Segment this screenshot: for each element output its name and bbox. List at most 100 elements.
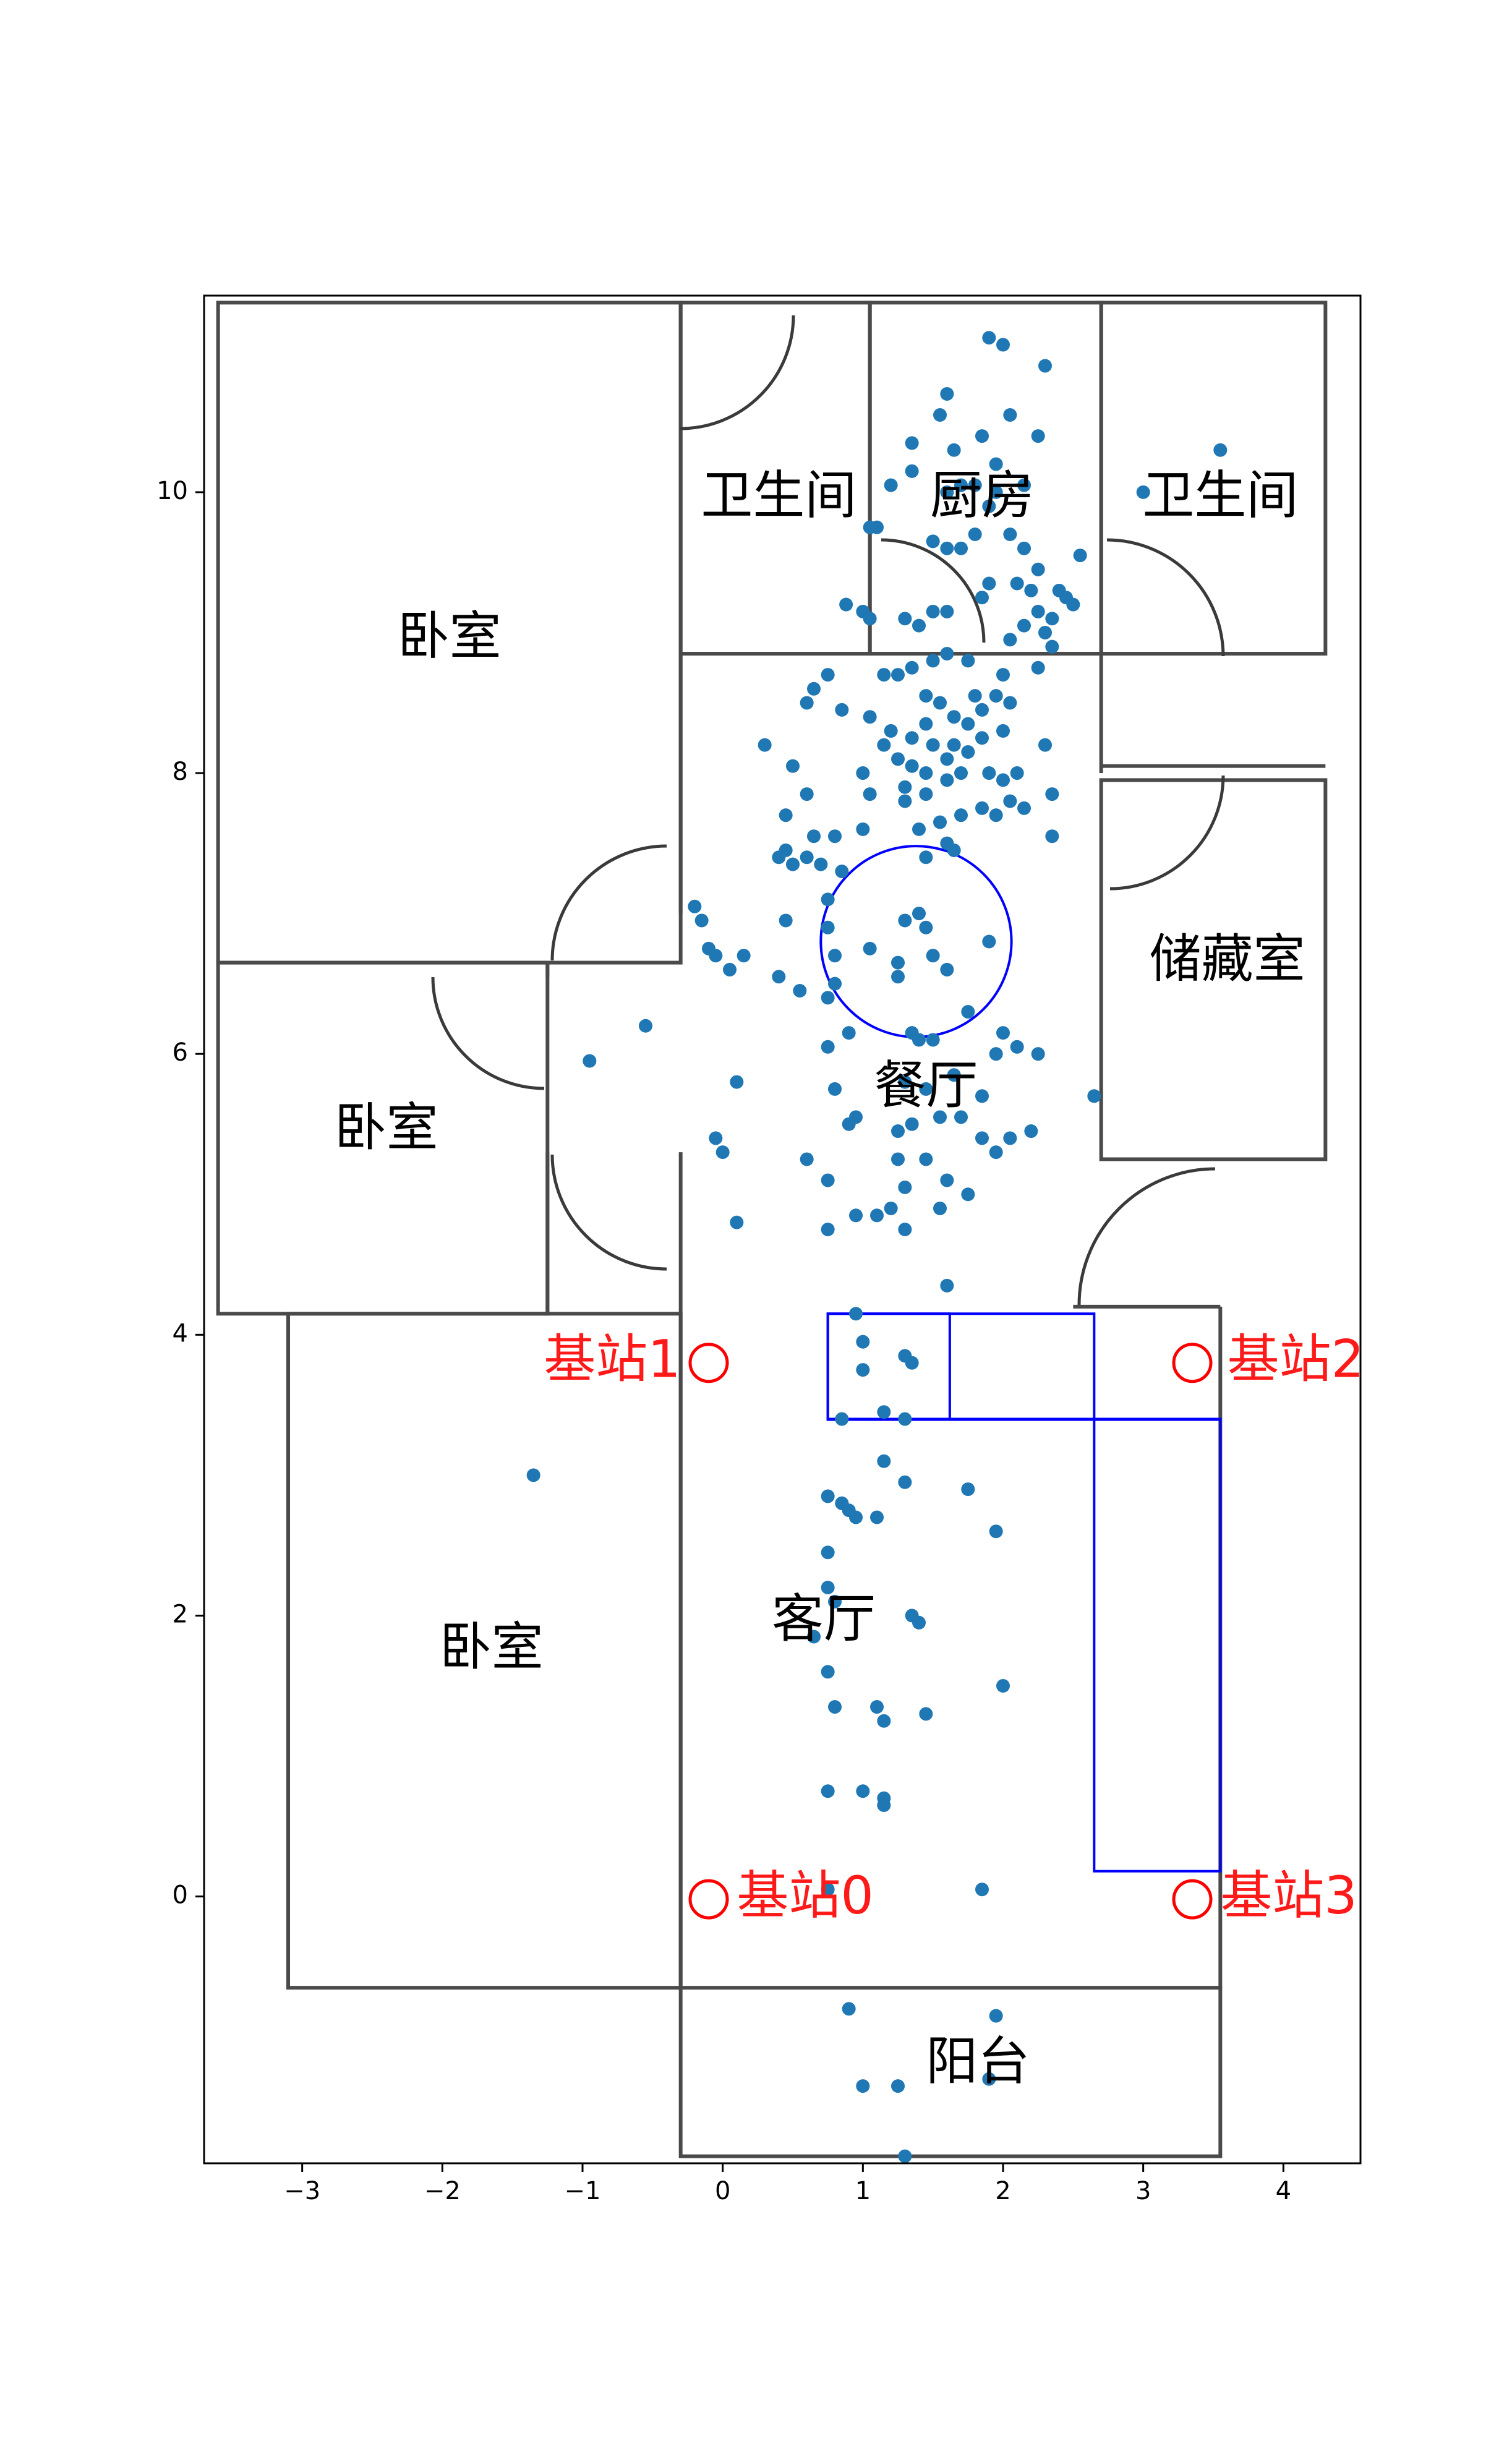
location-point [1073,549,1087,563]
location-point [989,2009,1003,2023]
location-point [694,913,709,928]
location-point [954,1110,968,1124]
location-point [688,899,702,913]
location-point [919,850,933,865]
y-tick-label: 0 [173,1881,188,1910]
location-point [1010,1040,1024,1054]
location-point [898,794,912,808]
location-point [870,1208,884,1223]
x-tick-label: 2 [995,2177,1010,2205]
location-point [863,941,877,955]
door-arc [550,844,667,961]
location-point [856,2079,870,2093]
location-point [905,436,919,450]
location-point [821,1545,835,1560]
room-label: 卧室 [335,1097,438,1158]
location-point [1087,1089,1101,1103]
location-point [954,808,968,823]
plot-frame [203,294,1362,2165]
location-point [898,1075,912,1089]
location-point [800,787,814,801]
wall-segment [1099,301,1328,656]
x-tick-label: 1 [855,2177,871,2205]
location-point [1003,696,1017,710]
location-point [905,731,919,745]
location-point [1045,612,1059,626]
location-point [989,1145,1003,1160]
location-point [1031,660,1045,675]
location-point [898,1223,912,1236]
location-point [877,1798,891,1812]
location-point [1045,639,1059,654]
location-point [926,604,940,618]
location-point [919,920,933,934]
location-point [975,1089,989,1103]
location-point [870,520,884,534]
location-point [884,1201,898,1215]
location-point [856,1335,870,1349]
location-point [870,1510,884,1524]
location-point [926,949,940,963]
location-point [709,1131,723,1145]
location-point [821,1581,835,1595]
location-point [786,857,800,871]
location-point [842,2002,856,2016]
location-point [982,499,996,513]
location-point [975,1883,989,1897]
location-point [1045,787,1059,801]
location-point [975,731,989,745]
location-point [891,1152,905,1166]
location-point [821,1784,835,1798]
location-point [1003,408,1017,422]
location-point [940,752,954,766]
location-point [737,949,751,963]
location-point [779,843,793,857]
location-point [1010,576,1024,591]
location-point [1017,541,1031,555]
location-point [1213,443,1228,457]
location-point [849,1307,863,1321]
location-point [877,1405,891,1419]
location-point [905,1117,919,1131]
y-tick-label: 8 [173,758,188,786]
location-point [877,668,891,682]
location-point [807,1630,821,1644]
door-arc [431,977,545,1090]
location-point [898,913,912,928]
location-point [779,808,793,823]
location-point [786,759,800,773]
location-point [947,1068,961,1082]
x-tick-label: −2 [424,2177,461,2205]
door-arc [680,315,795,430]
location-point [905,660,919,675]
location-point [996,338,1010,352]
location-point [877,1714,891,1728]
location-point [1003,528,1017,542]
sofa-outline [1093,1417,1222,1873]
location-point [863,612,877,626]
base-station-label: 基站2 [1228,1329,1364,1390]
location-point [863,787,877,801]
location-point [835,864,849,878]
location-point [905,1356,919,1370]
location-point [1003,794,1017,808]
location-point [526,1468,540,1482]
location-point [975,703,989,717]
location-point [856,1784,870,1798]
location-point [702,941,715,955]
location-point [898,780,912,794]
location-point [849,1110,863,1124]
location-point [926,654,940,668]
location-point [947,843,961,857]
location-point [975,429,989,443]
location-point [912,822,926,836]
location-point [982,576,996,591]
location-point [779,913,793,928]
location-point [1031,429,1045,443]
location-point [940,604,954,618]
location-point [835,1412,849,1426]
location-point [891,955,905,970]
location-point [961,654,975,668]
base-station-marker [1172,1879,1213,1920]
